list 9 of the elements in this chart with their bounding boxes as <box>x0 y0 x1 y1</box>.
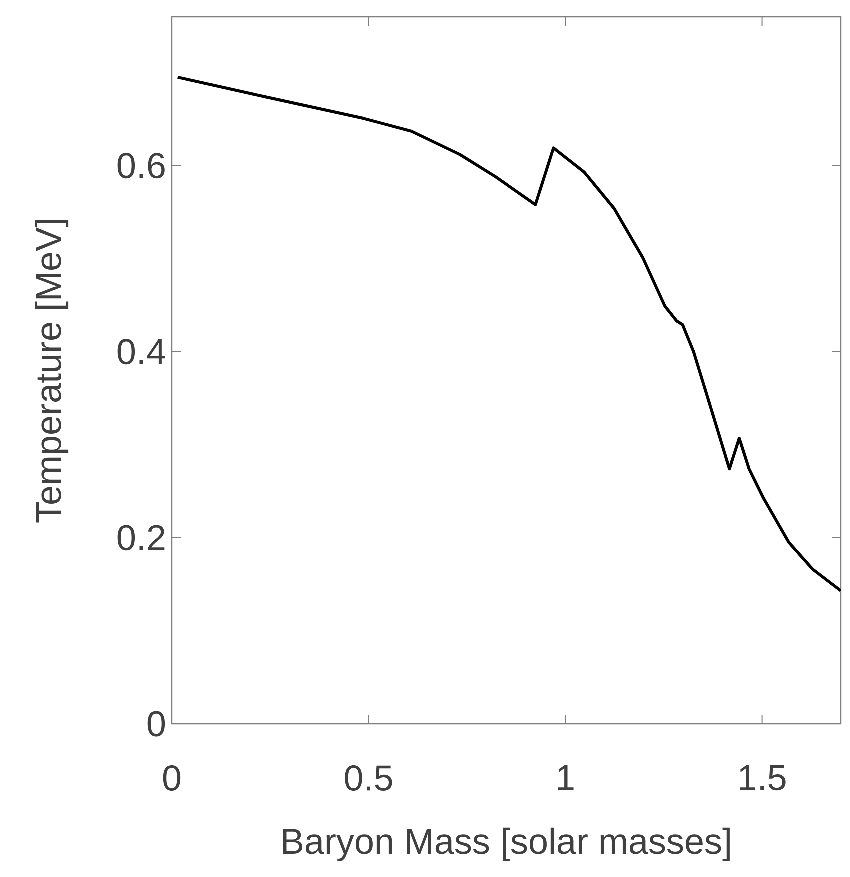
y-tick-label: 0 <box>148 711 166 737</box>
x-axis-title: Baryon Mass [solar masses] <box>283 828 730 862</box>
y-tick-label: 0.2 <box>118 525 165 551</box>
x-tick-label: 1 <box>558 766 574 790</box>
x-tick-label: 1.5 <box>740 766 786 791</box>
y-tick-label: 0.6 <box>118 153 165 179</box>
y-axis-title: Temperature [MeV] <box>35 220 69 523</box>
x-tick-label: 0.5 <box>345 766 392 792</box>
y-tick-label: 0.4 <box>118 339 166 365</box>
